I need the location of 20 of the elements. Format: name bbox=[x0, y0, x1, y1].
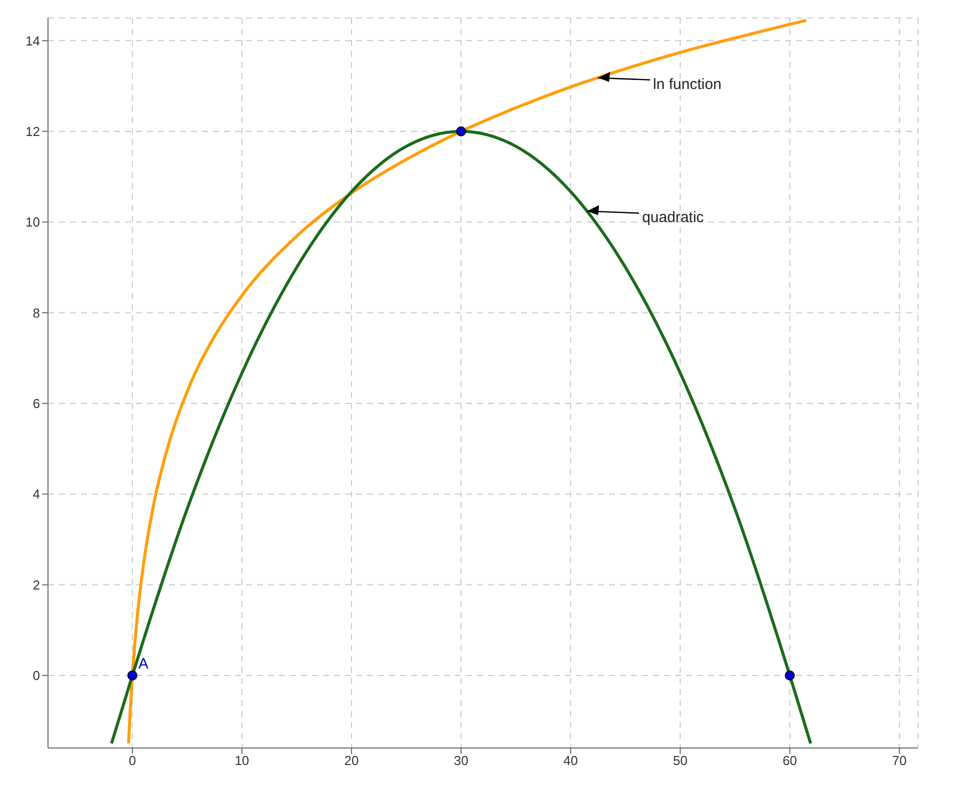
y-tick-label: 12 bbox=[26, 124, 40, 139]
x-tick-label: 70 bbox=[892, 753, 907, 768]
x-tick-label: 60 bbox=[782, 753, 798, 768]
x-tick-label: 40 bbox=[563, 753, 578, 768]
y-tick-label: 6 bbox=[32, 396, 40, 412]
y-tick-label: 10 bbox=[26, 214, 40, 230]
annotation: A bbox=[138, 655, 148, 672]
x-tick-label: 30 bbox=[454, 753, 468, 768]
x-tick-label: 50 bbox=[672, 753, 688, 768]
y-tick-label: 0 bbox=[32, 668, 40, 684]
y-tick-label: 4 bbox=[32, 486, 40, 502]
y-tick-label: 8 bbox=[32, 305, 40, 320]
x-tick-label: 20 bbox=[344, 753, 359, 768]
annotation: ln function bbox=[653, 76, 722, 93]
line-series bbox=[127, 18, 808, 745]
x-tick-label: 10 bbox=[234, 753, 250, 768]
annotation: quadratic bbox=[642, 209, 704, 226]
x-tick-label: 0 bbox=[128, 753, 136, 768]
y-tick-label: 2 bbox=[32, 577, 40, 592]
y-tick-label: 14 bbox=[26, 33, 40, 48]
